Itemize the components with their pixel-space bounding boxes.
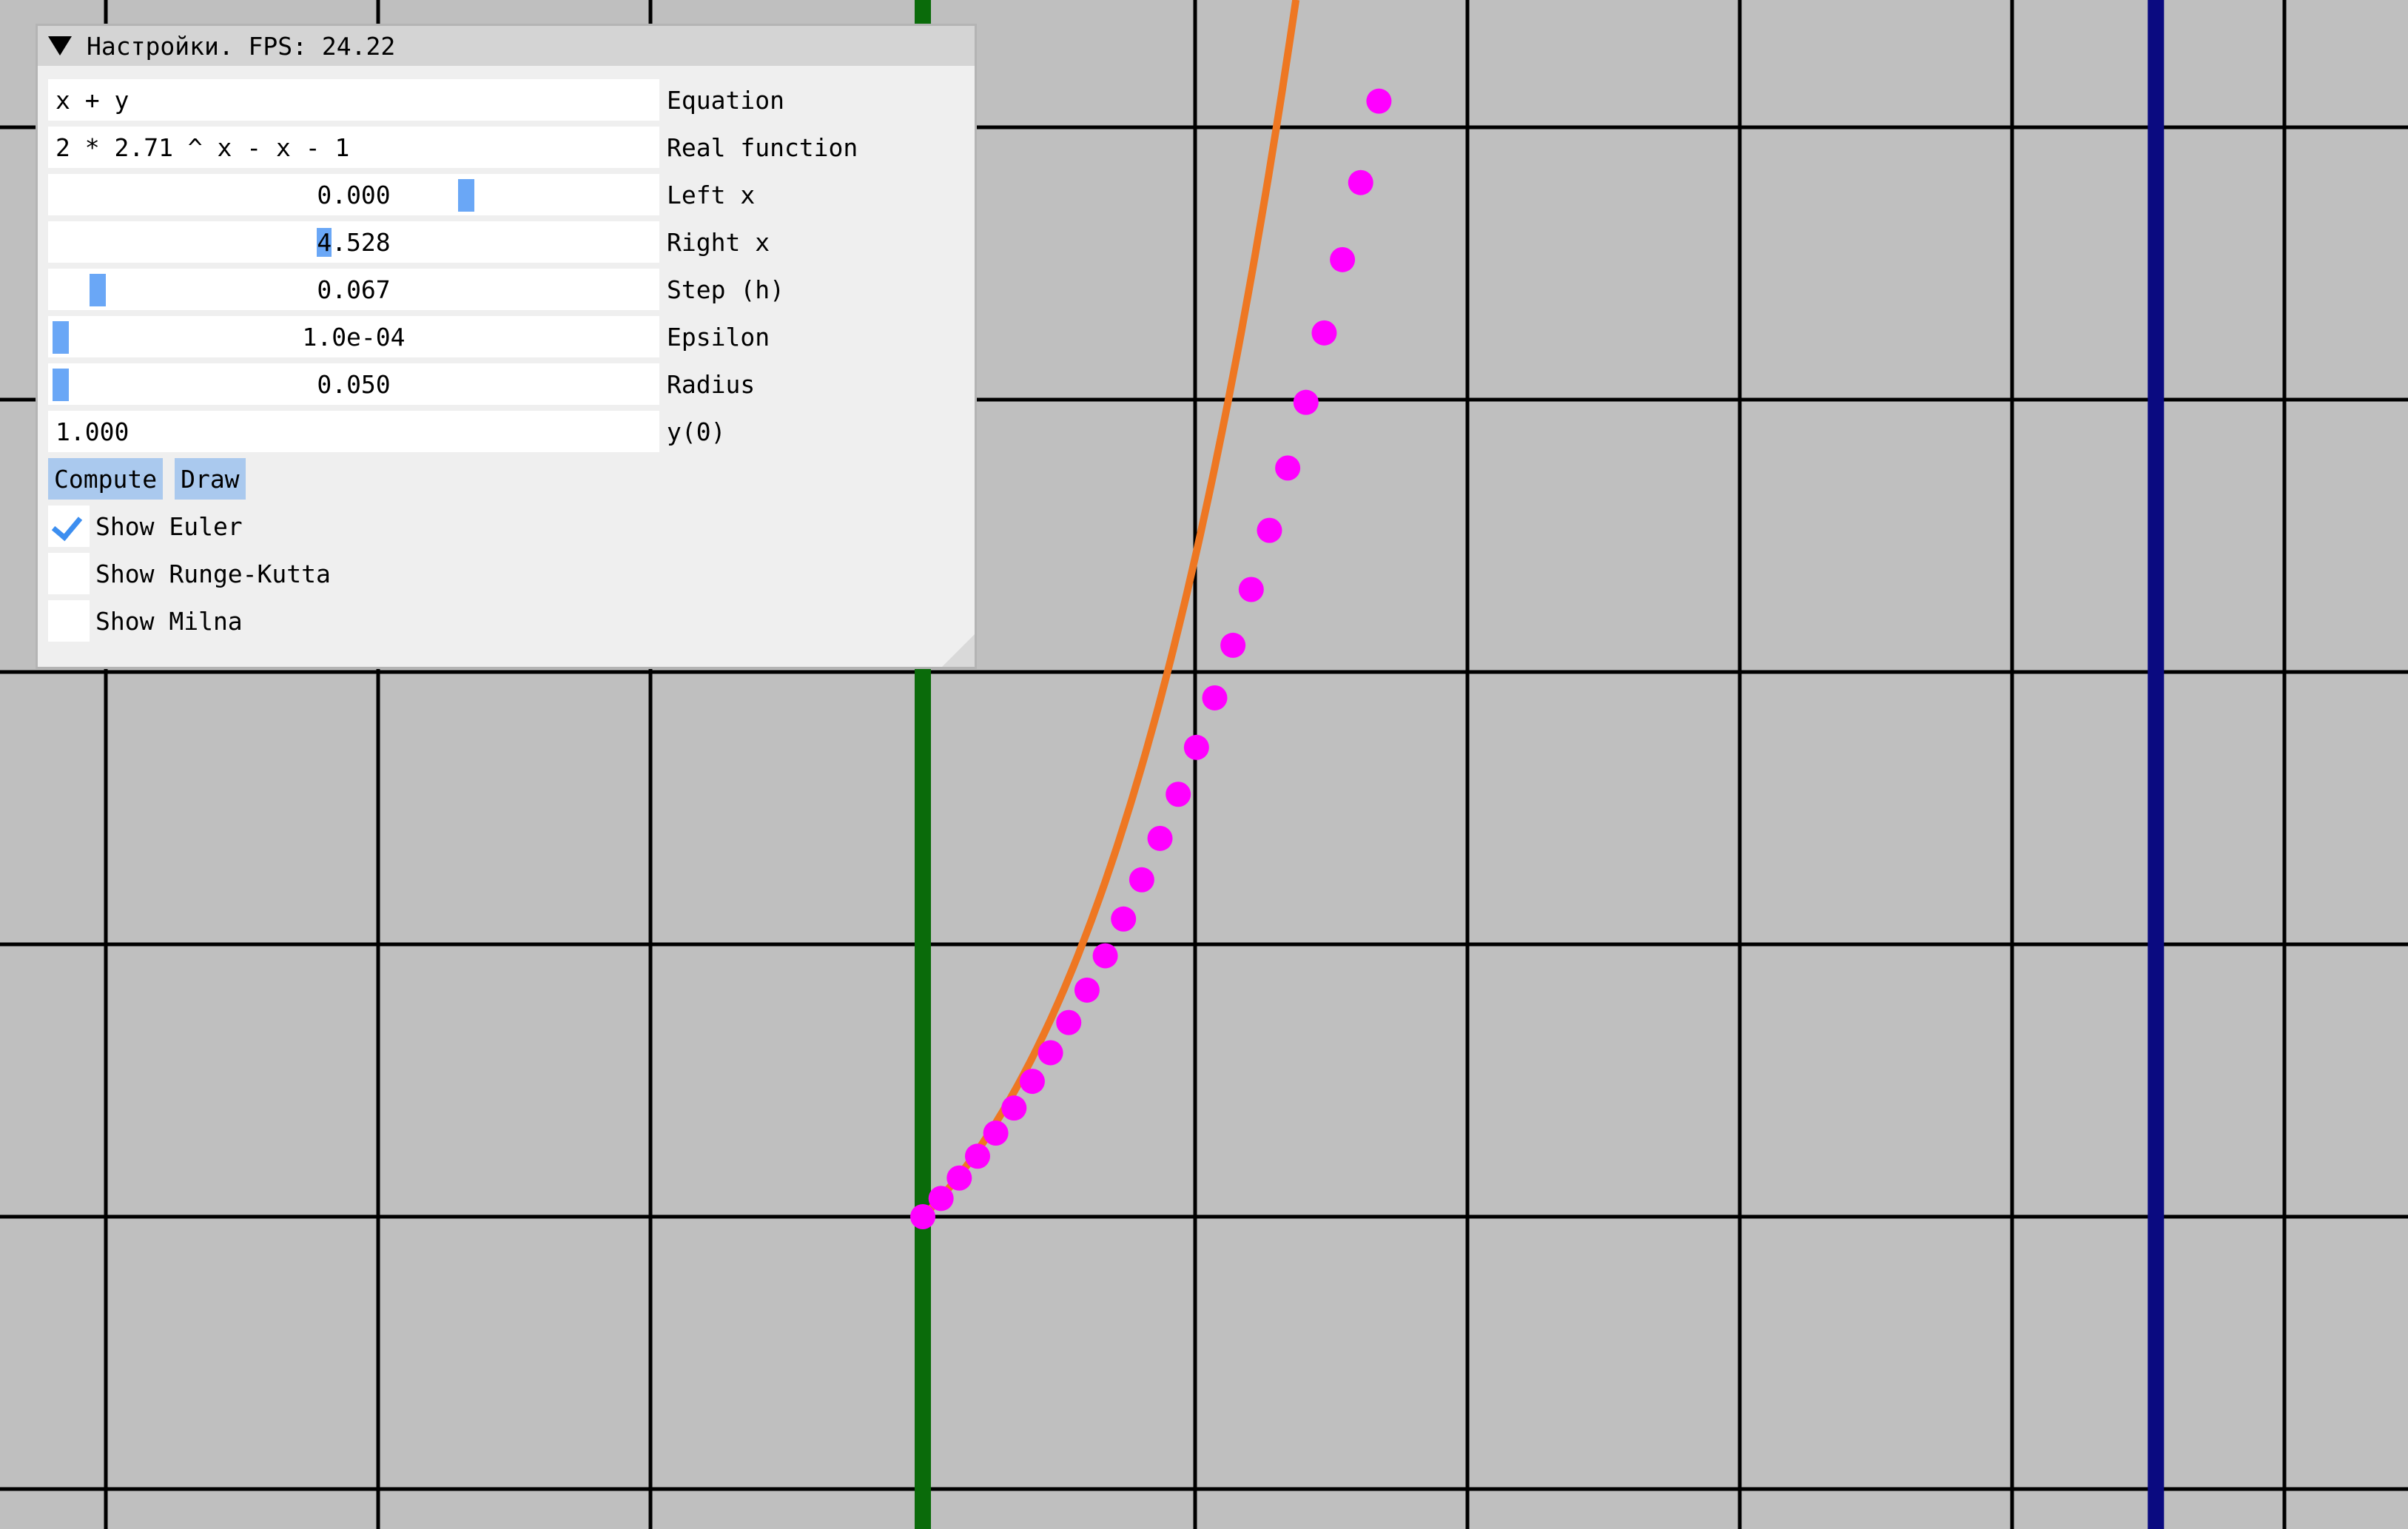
euler-point (1348, 169, 1373, 195)
equation-label: Equation (667, 85, 784, 115)
real-function-value: 2 * 2.71 ^ x - x - 1 (56, 132, 350, 162)
show-euler-row[interactable]: Show Euler (48, 505, 243, 547)
step-slider-grab[interactable] (90, 274, 106, 306)
euler-point (946, 1165, 972, 1191)
euler-point (1147, 825, 1173, 851)
euler-point (1330, 246, 1356, 272)
right-x-label: Right x (667, 227, 770, 257)
euler-point (1238, 577, 1264, 602)
settings-window[interactable]: Настройки. FPS: 24.22 x + y Equation 2 *… (36, 24, 977, 669)
step-row: 0.067 Step (h) (48, 269, 784, 310)
left-x-slider[interactable]: 0.000 (48, 174, 659, 215)
euler-points (910, 88, 1392, 1229)
euler-point (1366, 88, 1392, 114)
euler-point (964, 1143, 990, 1169)
radius-value: 0.050 (317, 369, 391, 399)
show-euler-checkbox[interactable] (48, 505, 90, 547)
y0-value: 1.000 (56, 417, 130, 446)
settings-title-bar[interactable]: Настройки. FPS: 24.22 (38, 26, 975, 66)
epsilon-slider-grab[interactable] (53, 321, 69, 354)
euler-point (1074, 977, 1100, 1003)
euler-point (1056, 1009, 1082, 1035)
euler-point (1183, 734, 1209, 760)
euler-point (1019, 1069, 1045, 1095)
show-runge-kutta-checkbox[interactable] (48, 553, 90, 594)
step-label: Step (h) (667, 275, 784, 304)
euler-point (1275, 455, 1301, 481)
y0-row: 1.000 y(0) (48, 411, 725, 452)
compute-button[interactable]: Compute (48, 458, 164, 500)
epsilon-label: Epsilon (667, 322, 770, 352)
euler-point (983, 1120, 1009, 1146)
show-runge-kutta-row[interactable]: Show Runge-Kutta (48, 553, 331, 594)
equation-input[interactable]: x + y (48, 79, 659, 121)
euler-point (1311, 320, 1337, 346)
right-x-row: 4.528 Right x (48, 221, 770, 263)
euler-point (1202, 685, 1228, 710)
left-x-row: 0.000 Left x (48, 174, 755, 215)
left-x-value: 0.000 (317, 180, 391, 209)
euler-point (1293, 389, 1319, 415)
radius-label: Radius (667, 369, 756, 399)
radius-row: 0.050 Radius (48, 363, 755, 405)
euler-point (1037, 1040, 1063, 1066)
radius-slider-grab[interactable] (53, 369, 69, 401)
equation-row: x + y Equation (48, 79, 784, 121)
euler-point (1001, 1095, 1027, 1121)
y0-label: y(0) (667, 417, 726, 446)
real-function-curve (920, 0, 1300, 1220)
show-runge-kutta-label: Show Runge-Kutta (95, 559, 331, 588)
show-euler-label: Show Euler (95, 511, 243, 541)
left-x-label: Left x (667, 180, 756, 209)
euler-point (928, 1186, 954, 1212)
right-x-value: .528 (332, 227, 391, 257)
euler-point (1111, 906, 1137, 932)
draw-button[interactable]: Draw (175, 458, 246, 500)
real-function-input[interactable]: 2 * 2.71 ^ x - x - 1 (48, 127, 659, 168)
right-x-selected-char: 4 (317, 227, 332, 257)
euler-point (1166, 782, 1191, 807)
real-function-row: 2 * 2.71 ^ x - x - 1 Real function (48, 127, 858, 168)
left-x-slider-grab[interactable] (458, 179, 474, 212)
show-milna-row[interactable]: Show Milna (48, 600, 243, 642)
right-x-input[interactable]: 4.528 (48, 221, 659, 263)
step-value: 0.067 (317, 275, 391, 304)
collapse-triangle-icon[interactable] (48, 36, 72, 56)
action-buttons: Compute Draw (48, 458, 258, 500)
equation-value: x + y (56, 85, 130, 115)
radius-slider[interactable]: 0.050 (48, 363, 659, 405)
show-milna-label: Show Milna (95, 606, 243, 636)
resize-grip-icon[interactable] (942, 634, 975, 667)
step-slider[interactable]: 0.067 (48, 269, 659, 310)
real-function-label: Real function (667, 132, 858, 162)
epsilon-row: 1.0e-04 Epsilon (48, 316, 770, 357)
euler-point (1129, 867, 1154, 893)
epsilon-value: 1.0e-04 (302, 322, 406, 352)
window-title: Настройки. FPS: 24.22 (87, 31, 396, 61)
euler-point (1220, 632, 1246, 658)
checkmark-icon (51, 508, 83, 542)
euler-point (1257, 517, 1282, 543)
euler-point (1092, 943, 1118, 969)
y0-input[interactable]: 1.000 (48, 411, 659, 452)
show-milna-checkbox[interactable] (48, 600, 90, 642)
epsilon-slider[interactable]: 1.0e-04 (48, 316, 659, 357)
euler-point (910, 1204, 935, 1229)
